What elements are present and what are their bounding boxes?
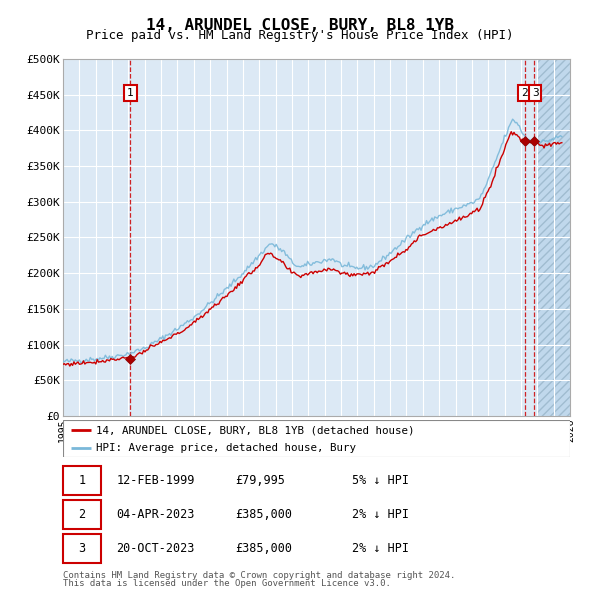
Text: 2% ↓ HPI: 2% ↓ HPI [352,542,409,555]
Text: 2: 2 [79,508,86,521]
Bar [63,533,101,563]
Text: 3: 3 [532,88,539,99]
Text: Contains HM Land Registry data © Crown copyright and database right 2024.: Contains HM Land Registry data © Crown c… [63,571,455,579]
Text: £385,000: £385,000 [235,542,292,555]
Bar [63,466,101,496]
Text: £385,000: £385,000 [235,508,292,521]
Text: This data is licensed under the Open Government Licence v3.0.: This data is licensed under the Open Gov… [63,579,391,588]
Text: 14, ARUNDEL CLOSE, BURY, BL8 1YB (detached house): 14, ARUNDEL CLOSE, BURY, BL8 1YB (detach… [96,425,415,435]
Text: 1: 1 [79,474,86,487]
Text: 2: 2 [521,88,527,99]
Text: HPI: Average price, detached house, Bury: HPI: Average price, detached house, Bury [96,443,356,453]
Text: 2% ↓ HPI: 2% ↓ HPI [352,508,409,521]
Text: £79,995: £79,995 [235,474,285,487]
Bar [537,59,570,416]
Text: 12-FEB-1999: 12-FEB-1999 [116,474,194,487]
Text: 1: 1 [127,88,134,99]
Text: 14, ARUNDEL CLOSE, BURY, BL8 1YB: 14, ARUNDEL CLOSE, BURY, BL8 1YB [146,18,454,32]
Bar [63,500,101,529]
Text: Price paid vs. HM Land Registry's House Price Index (HPI): Price paid vs. HM Land Registry's House … [86,30,514,42]
Text: 3: 3 [79,542,86,555]
Text: 5% ↓ HPI: 5% ↓ HPI [352,474,409,487]
Text: 04-APR-2023: 04-APR-2023 [116,508,194,521]
Text: 20-OCT-2023: 20-OCT-2023 [116,542,194,555]
